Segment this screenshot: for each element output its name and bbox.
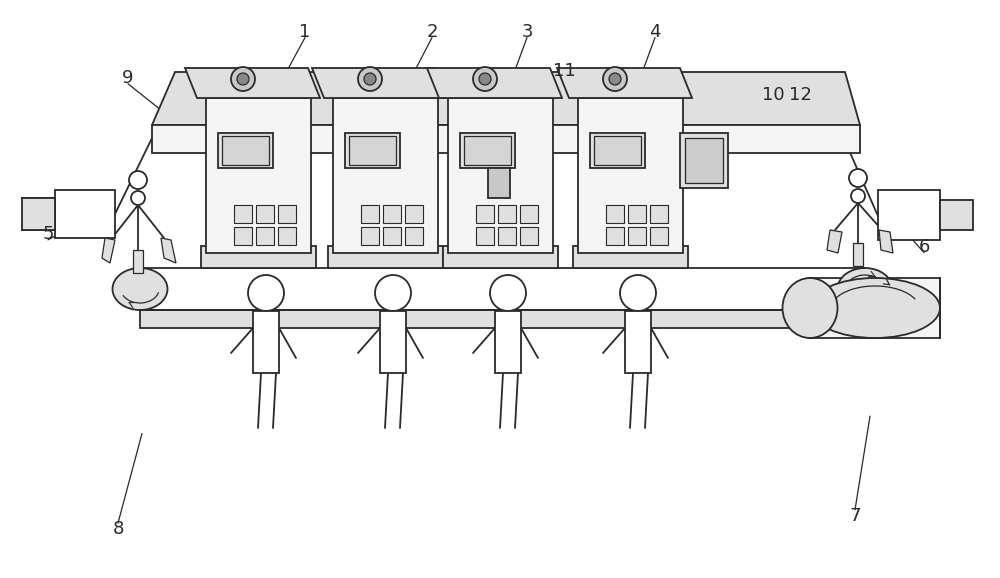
Bar: [625, 311, 651, 373]
Bar: [650, 205, 668, 223]
Bar: [328, 246, 443, 268]
Bar: [253, 311, 279, 373]
Bar: [488, 168, 510, 198]
Bar: [464, 136, 511, 165]
Text: 8: 8: [112, 520, 124, 538]
Polygon shape: [152, 72, 860, 125]
Circle shape: [851, 189, 865, 203]
Bar: [256, 205, 274, 223]
Bar: [495, 311, 521, 373]
Bar: [520, 205, 538, 223]
Polygon shape: [853, 243, 863, 266]
Text: 11: 11: [553, 61, 575, 80]
Bar: [680, 133, 728, 188]
Ellipse shape: [838, 268, 893, 310]
Bar: [685, 138, 723, 183]
Polygon shape: [312, 68, 447, 98]
Polygon shape: [102, 238, 115, 263]
Polygon shape: [161, 238, 176, 263]
Circle shape: [364, 73, 376, 85]
Bar: [140, 310, 865, 328]
Bar: [590, 133, 645, 168]
Bar: [222, 136, 269, 165]
Text: 7: 7: [849, 506, 861, 525]
Circle shape: [490, 275, 526, 311]
Bar: [878, 190, 940, 240]
Circle shape: [231, 67, 255, 91]
Bar: [218, 133, 273, 168]
Ellipse shape: [782, 278, 838, 338]
Bar: [606, 227, 624, 245]
Ellipse shape: [112, 268, 168, 310]
Text: 5: 5: [42, 225, 54, 243]
Bar: [520, 227, 538, 245]
Bar: [22, 198, 55, 230]
Polygon shape: [879, 230, 893, 253]
Bar: [448, 98, 553, 253]
Bar: [594, 136, 641, 165]
Circle shape: [473, 67, 497, 91]
Text: 3: 3: [521, 23, 533, 41]
Bar: [578, 98, 683, 253]
Circle shape: [609, 73, 621, 85]
Bar: [380, 311, 406, 373]
Circle shape: [620, 275, 656, 311]
Polygon shape: [133, 250, 143, 273]
Circle shape: [131, 191, 145, 205]
Text: 1: 1: [299, 23, 311, 41]
Bar: [498, 227, 516, 245]
Bar: [234, 227, 252, 245]
Bar: [361, 205, 379, 223]
Ellipse shape: [810, 278, 940, 338]
Circle shape: [358, 67, 382, 91]
Bar: [333, 98, 438, 253]
Bar: [498, 205, 516, 223]
Polygon shape: [557, 68, 692, 98]
Bar: [345, 133, 400, 168]
Circle shape: [375, 275, 411, 311]
Bar: [443, 246, 558, 268]
Text: 10: 10: [762, 86, 784, 105]
Polygon shape: [827, 230, 842, 253]
Bar: [383, 205, 401, 223]
Bar: [810, 278, 940, 338]
Bar: [234, 205, 252, 223]
Bar: [349, 136, 396, 165]
Polygon shape: [152, 125, 860, 153]
Bar: [476, 227, 494, 245]
Text: 2: 2: [426, 23, 438, 41]
Bar: [256, 227, 274, 245]
Bar: [405, 205, 423, 223]
Bar: [628, 227, 646, 245]
Text: 12: 12: [789, 86, 811, 105]
Bar: [201, 246, 316, 268]
Bar: [460, 133, 515, 168]
Bar: [278, 227, 296, 245]
Polygon shape: [185, 68, 320, 98]
Bar: [573, 246, 688, 268]
Bar: [55, 190, 115, 238]
Bar: [650, 227, 668, 245]
Circle shape: [248, 275, 284, 311]
Circle shape: [479, 73, 491, 85]
Circle shape: [849, 169, 867, 187]
Text: 9: 9: [122, 69, 134, 87]
Bar: [476, 205, 494, 223]
Bar: [383, 227, 401, 245]
Circle shape: [603, 67, 627, 91]
Text: 4: 4: [649, 23, 661, 41]
Bar: [405, 227, 423, 245]
Circle shape: [129, 171, 147, 189]
Bar: [206, 98, 311, 253]
Bar: [940, 200, 973, 230]
Bar: [361, 227, 379, 245]
Polygon shape: [427, 68, 562, 98]
Text: 6: 6: [918, 238, 930, 257]
Bar: [606, 205, 624, 223]
Circle shape: [237, 73, 249, 85]
Bar: [628, 205, 646, 223]
Bar: [278, 205, 296, 223]
